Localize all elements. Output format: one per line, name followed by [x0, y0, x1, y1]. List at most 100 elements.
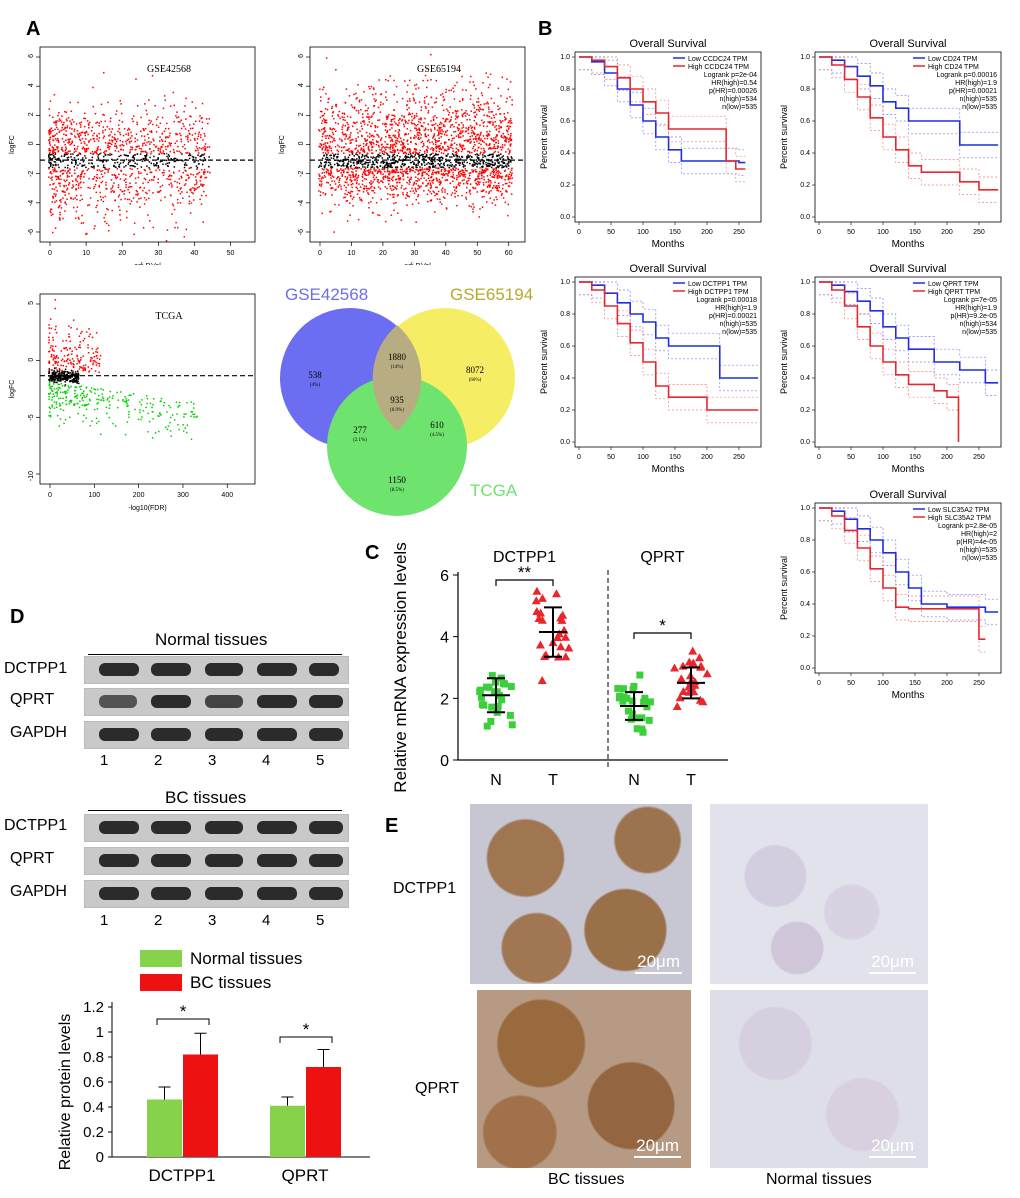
venn-label-gse65194: GSE65194 [450, 285, 533, 304]
volcano-ytick-label: 2 [298, 112, 305, 116]
km-xtick-label: 0 [817, 229, 821, 236]
volcano-xtick-label: 30 [154, 250, 162, 257]
volcano-xtick-label: 200 [133, 492, 145, 499]
km-stat: Logrank p=0.00016 [936, 72, 997, 79]
blot-bc-label-dctpp1: DCTPP1 [4, 817, 68, 834]
volcano-frame [39, 46, 256, 243]
blot-normal-row-qprt [84, 688, 349, 716]
km-ytick-label: 0.2 [560, 182, 570, 189]
km-xtick-label: 200 [941, 680, 953, 687]
volcano-ytick-label: -4 [28, 200, 35, 206]
km-frame [814, 502, 1002, 674]
venn-pct-ac: (2.1%) [353, 438, 367, 443]
bar-xtick-label: QPRT [282, 1166, 329, 1185]
km-ytick-label: 0.0 [800, 214, 810, 221]
blot-bc-bracket [88, 810, 342, 811]
volcano-xtick-label: 10 [348, 250, 356, 257]
km-curve-high [579, 281, 759, 411]
km-plot-cd24: Overall Survival 0 50 100 150 200 250 0.0 0.2 0.4… [779, 38, 1002, 250]
km-xtick-label: 50 [847, 229, 855, 236]
km-title: Overall Survival [869, 263, 946, 275]
scatter-gene-title: DCTPP1 [493, 549, 556, 566]
volcano-ytick-label: 4 [298, 83, 305, 87]
venn-pct-c_only: (8.5%) [390, 488, 404, 493]
blot-bc-label-qprt: QPRT [10, 850, 55, 867]
bar-ytick-label: 1 [96, 1024, 104, 1041]
km-stat: HR(high)=0.54 [711, 80, 757, 87]
lane-label: 3 [208, 912, 217, 929]
blot-bc-row-qprt [84, 847, 349, 875]
km-frame [574, 51, 762, 223]
volcano-xtick-label: 400 [221, 492, 233, 499]
km-stat: n(high)=535 [959, 547, 997, 554]
venn-label-tcga: TCGA [470, 481, 518, 500]
km-xtick-label: 200 [941, 229, 953, 236]
km-xtick-label: 250 [733, 454, 745, 461]
km-ytick-label: 0.0 [800, 665, 810, 672]
km-stat: n(high)=535 [719, 321, 757, 328]
venn-pct-abc: (6.9%) [390, 408, 404, 413]
panel-letter-d: D [10, 606, 25, 628]
km-stat: HR(high)=1.9 [955, 80, 997, 87]
km-plot-dctpp1: Overall Survival 0 50 100 150 200 250 0.0 0.2 0.4… [539, 263, 762, 475]
km-xtick-label: 250 [973, 454, 985, 461]
venn-count-abc: 935 [390, 395, 404, 405]
volcano-xtick-label: 10 [82, 250, 90, 257]
ihc-col-label-normal: Normal tissues [766, 1171, 872, 1188]
venn-pct-a_only: (4%) [310, 383, 320, 388]
volcano-plot-tcga: 0 100 200 300 400 5 0 -5 -10 -log10(FDR) logFC TCGA [9, 293, 256, 512]
km-ytick-label: 0.4 [800, 150, 810, 157]
bar-QPRT-Normal-tissues [270, 1105, 305, 1157]
km-xtick-label: 0 [817, 454, 821, 461]
lane-label: 1 [100, 752, 109, 769]
blot-normal-label-qprt: QPRT [10, 691, 55, 708]
bar-DCTPP1-BC-tissues [183, 1054, 218, 1157]
volcano-xtick-label: 300 [177, 492, 189, 499]
bar-ytick-label: 0.6 [83, 1074, 104, 1091]
lane-label: 3 [208, 752, 217, 769]
km-legend-high: High SLC35A2 TPM [928, 515, 991, 522]
blot-normal-label-gapdh: GAPDH [10, 724, 67, 741]
km-stat: HR(high)=1.9 [955, 305, 997, 312]
km-title: Overall Survival [629, 263, 706, 275]
km-ytick-label: 1.0 [800, 505, 810, 512]
volcano-xtick-label: 100 [88, 492, 100, 499]
panel-letter-e: E [385, 815, 399, 837]
volcano-ytick-label: 0 [298, 141, 305, 145]
ihc-col-label-bc: BC tissues [548, 1171, 625, 1188]
volcano-xlabel: adj.P.Val [134, 263, 161, 265]
ihc-row-label-qprt: QPRT [415, 1080, 460, 1097]
volcano-ytick-label: 2 [28, 112, 35, 116]
km-ytick-label: 0.6 [800, 569, 810, 576]
mrna-expression-scatter: 0 2 4 6 Relative mRNA expression levels DCTPP… [391, 542, 728, 793]
blot-bc-label-gapdh: GAPDH [10, 883, 67, 900]
km-stat: n(low)=535 [722, 329, 757, 336]
km-stat: p(HR)=4e-05 [956, 539, 997, 546]
volcano-xtick-label: 30 [410, 250, 418, 257]
km-stat: n(high)=534 [719, 96, 757, 103]
km-stat: n(high)=534 [959, 321, 997, 328]
km-ytick-label: 0.4 [800, 601, 810, 608]
km-ytick-label: 0.8 [800, 311, 810, 318]
volcano-ylabel: logFC [9, 380, 16, 399]
volcano-ytick-label: 5 [28, 301, 35, 305]
km-curve-high [819, 56, 999, 191]
ihc-image-bc-dctpp1: 20μm [470, 804, 692, 984]
scatter-sig-label: ** [518, 563, 532, 582]
km-legend-low: Low QPRT TPM [928, 281, 979, 288]
scatter-xtick-label: T [548, 772, 558, 789]
lane-label: 4 [262, 912, 271, 929]
km-title: Overall Survival [869, 489, 946, 501]
km-ytick-label: 0.6 [800, 343, 810, 350]
bar-legend-label: BC tissues [190, 973, 271, 992]
scatter-gene-title: QPRT [640, 549, 684, 566]
km-ci-lower-low [819, 294, 999, 396]
volcano-xtick-label: 40 [191, 250, 199, 257]
km-stat: n(low)=535 [962, 104, 997, 111]
volcano-ytick-label: -5 [28, 414, 35, 420]
km-ytick-label: 0.6 [560, 343, 570, 350]
ihc-image-normal-qprt: 20μm [710, 990, 928, 1168]
km-xlabel: Months [892, 239, 925, 250]
scatter-ytick-label: 4 [440, 630, 449, 647]
km-ytick-label: 1.0 [800, 54, 810, 61]
